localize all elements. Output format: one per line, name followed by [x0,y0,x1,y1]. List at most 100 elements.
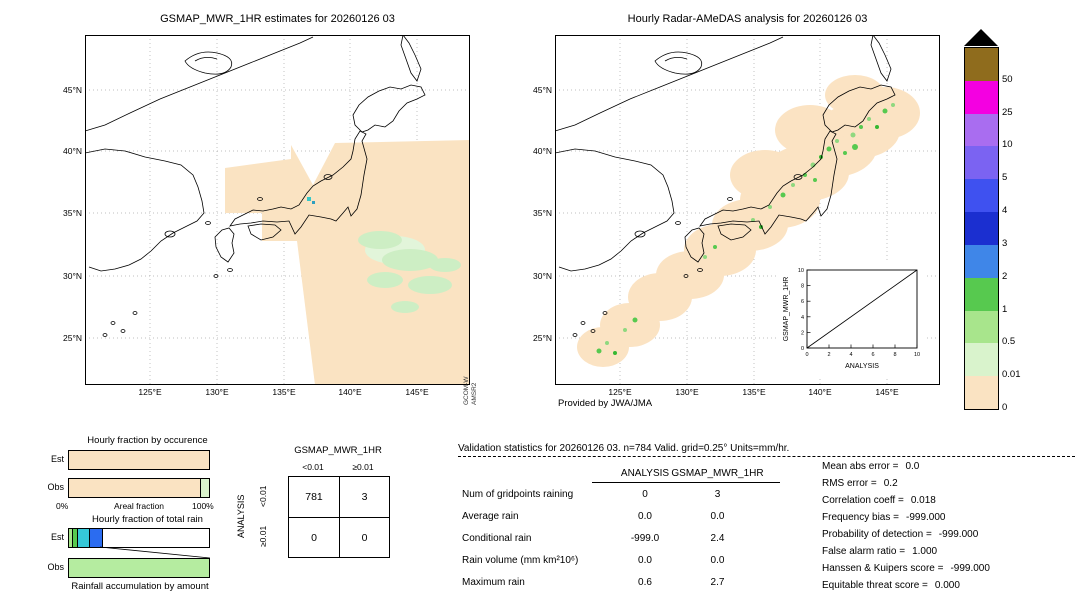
colorbar-segment [965,48,998,81]
inset-y-tick: 6 [801,299,804,305]
stat-row-label: Rain volume (mm km²10⁶) [462,555,579,566]
fraction-segment [76,529,89,547]
score-label: Equitable threat score = [822,580,928,591]
score-value: 0.0 [905,461,920,472]
score-label: Frequency bias = [822,512,899,523]
contingency-cell: 0 [289,517,339,557]
colorbar-segment [965,179,998,213]
lon-tick-label: 125°E [138,387,162,397]
colorbar-segment [965,244,998,278]
contingency-cell: 781 [305,491,323,503]
fraction-segment [71,529,77,547]
total-rain-obs-label: Obs [47,562,64,572]
total-rain-est-bar [68,528,210,548]
colorbar-segment [965,277,998,311]
contingency-cell: 0 [339,517,389,557]
fraction-segment [101,529,209,547]
inset-x-tick: 0 [805,352,808,358]
lat-tick-label: 45°N [63,85,82,95]
inset-y-tick: 2 [801,330,804,336]
score-row: False alarm ratio = 1.000 [822,546,937,558]
fraction-segment [69,479,200,497]
score-value: -999.000 [950,563,990,574]
occurrence-est-bar [68,450,210,470]
score-value: 0.000 [934,580,960,591]
gsmap-estimates-map [85,35,470,385]
occurrence-obs-bar [68,478,210,498]
stat-gsmap-value: 0.0 [710,511,725,522]
contingency-row-label: ≥0.01 [258,525,268,547]
accumulation-footer-label: Rainfall accumulation by amount [71,581,209,592]
colorbar-tick-label: 1 [1002,303,1008,315]
colorbar-segment [965,146,998,180]
areal-fraction-label: Areal fraction [113,501,165,511]
score-label: Mean abs error = [822,461,899,472]
colorbar-segment [965,80,998,114]
stats-col-analysis: ANALYSIS [620,468,670,479]
fraction-segment [69,559,209,577]
colorbar-segment [965,310,998,344]
estimated-rain-areas [307,197,461,313]
score-row: Equitable threat score = 0.000 [822,580,960,592]
colorbar-segment [965,343,998,377]
stat-row-label: Num of gridpoints raining [462,489,574,500]
lat-tick-label: 25°N [533,333,552,343]
inset-y-tick: 0 [801,346,804,352]
estimate-rain-pixel [312,201,315,204]
inset-scatter-plot: 0 2 4 6 8 10 0 2 4 6 8 10 ANALYSIS GSMAP… [777,261,925,379]
colorbar-tick-label: 4 [1002,205,1008,217]
colorbar-tick-label: 2 [1002,270,1008,282]
colorbar-labels: 50 25 10 5 4 3 2 1 0.5 0.01 0 [1002,47,1042,413]
fraction-segment [88,529,102,547]
stat-row-label: Average rain [462,511,519,522]
inset-x-tick: 6 [871,352,874,358]
colorbar-tick-label: 5 [1002,172,1008,184]
stat-gsmap-value: 0.0 [710,555,725,566]
coastlines [555,35,896,337]
contingency-table: 781 3 0 0 [288,476,390,558]
occurrence-obs-label: Obs [47,482,64,492]
areal-fraction-max: 100% [192,501,214,511]
colorbar-segment [965,113,998,147]
occurrence-est-label: Est [50,454,64,464]
colorbar-tick-label: 50 [1002,73,1013,85]
lon-tick-label: 140°E [808,387,832,397]
inset-y-tick: 4 [801,315,804,321]
stat-gsmap-value: 2.4 [710,533,725,544]
validation-header: Validation statistics for 20260126 03. n… [458,443,790,454]
accumulation-connector-line [99,546,210,558]
score-label: Probability of detection = [822,529,932,540]
total-rain-obs-bar [68,558,210,578]
score-row: Probability of detection = -999.000 [822,529,978,541]
inset-x-tick: 10 [914,352,920,358]
inset-x-tick: 2 [827,352,830,358]
inset-x-tick: 4 [849,352,852,358]
lat-tick-label: 30°N [63,271,82,281]
lat-tick-label: 45°N [533,85,552,95]
lon-tick-label: 125°E [608,387,632,397]
lon-tick-label: 145°E [875,387,899,397]
inset-ticks [806,269,918,349]
satellite-swath-area [225,140,470,385]
satellite-credit: GCOM-W [463,376,470,405]
inset-xaxis-label: ANALYSIS [845,363,879,370]
score-row: RMS error = 0.2 [822,478,898,490]
stat-gsmap-value: 3 [714,489,721,500]
header-underline [592,482,780,483]
occurrence-chart-title: Hourly fraction by occurence [87,435,208,446]
score-label: Correlation coeff = [822,495,904,506]
contingency-row-label: <0.01 [258,485,268,507]
stat-analysis-value: 0.0 [638,555,652,566]
left-map-title: GSMAP_MWR_1HR estimates for 20260126 03 [160,13,395,25]
coastlines [85,35,426,337]
contingency-title: GSMAP_MWR_1HR [294,445,382,456]
score-value: 1.000 [912,546,938,557]
inset-yaxis-label: GSMAP_MWR_1HR [783,277,790,342]
stat-analysis-value: 0 [642,489,648,500]
score-row: Mean abs error = 0.0 [822,461,919,473]
fraction-segment [199,479,209,497]
lon-tick-label: 130°E [675,387,699,397]
score-row: Hanssen & Kuipers score = -999.000 [822,563,990,575]
contingency-row-axis-label: ANALYSIS [236,494,246,538]
